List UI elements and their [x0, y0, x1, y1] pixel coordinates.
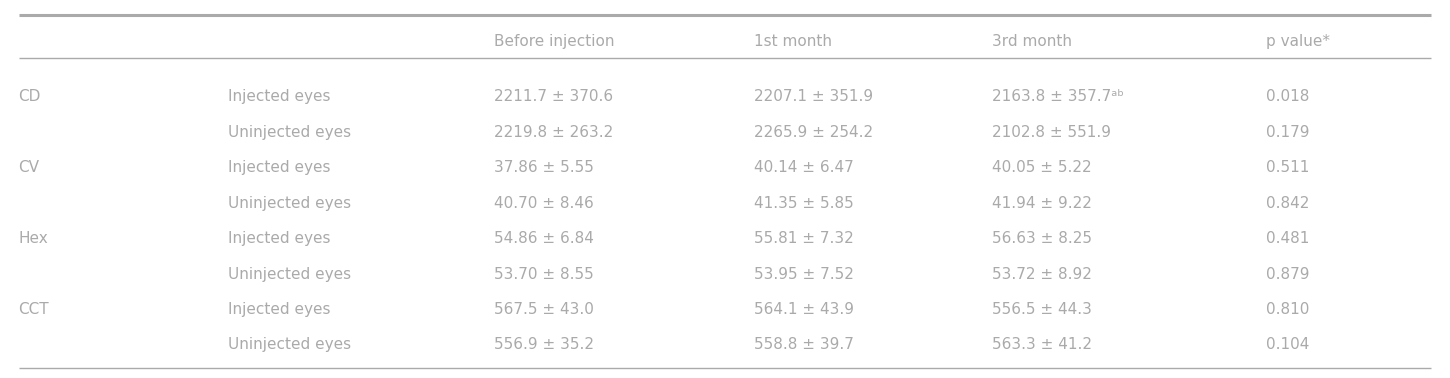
Text: 0.810: 0.810 [1266, 302, 1309, 317]
Text: 556.9 ± 35.2: 556.9 ± 35.2 [494, 338, 594, 353]
Text: 54.86 ± 6.84: 54.86 ± 6.84 [494, 231, 594, 246]
Text: Injected eyes: Injected eyes [228, 231, 331, 246]
Text: 53.95 ± 7.52: 53.95 ± 7.52 [754, 266, 854, 282]
Text: 53.70 ± 8.55: 53.70 ± 8.55 [494, 266, 594, 282]
Text: Injected eyes: Injected eyes [228, 89, 331, 104]
Text: 0.179: 0.179 [1266, 125, 1309, 139]
Text: 0.481: 0.481 [1266, 231, 1309, 246]
Text: 2102.8 ± 551.9: 2102.8 ± 551.9 [992, 125, 1111, 139]
Text: 53.72 ± 8.92: 53.72 ± 8.92 [992, 266, 1092, 282]
Text: CCT: CCT [19, 302, 49, 317]
Text: 0.511: 0.511 [1266, 160, 1309, 175]
Text: 2207.1 ± 351.9: 2207.1 ± 351.9 [754, 89, 873, 104]
Text: 1st month: 1st month [754, 34, 832, 48]
Text: 56.63 ± 8.25: 56.63 ± 8.25 [992, 231, 1092, 246]
Text: Before injection: Before injection [494, 34, 615, 48]
Text: Uninjected eyes: Uninjected eyes [228, 338, 351, 353]
Text: Injected eyes: Injected eyes [228, 160, 331, 175]
Text: 55.81 ± 7.32: 55.81 ± 7.32 [754, 231, 854, 246]
Text: 2163.8 ± 357.7ᵃᵇ: 2163.8 ± 357.7ᵃᵇ [992, 89, 1124, 104]
Text: 40.14 ± 6.47: 40.14 ± 6.47 [754, 160, 854, 175]
Text: 2211.7 ± 370.6: 2211.7 ± 370.6 [494, 89, 613, 104]
Text: CV: CV [19, 160, 39, 175]
Text: 563.3 ± 41.2: 563.3 ± 41.2 [992, 338, 1092, 353]
Text: 40.70 ± 8.46: 40.70 ± 8.46 [494, 195, 594, 211]
Text: Uninjected eyes: Uninjected eyes [228, 195, 351, 211]
Text: 41.94 ± 9.22: 41.94 ± 9.22 [992, 195, 1092, 211]
Text: 567.5 ± 43.0: 567.5 ± 43.0 [494, 302, 594, 317]
Text: Uninjected eyes: Uninjected eyes [228, 266, 351, 282]
Text: p value*: p value* [1266, 34, 1330, 48]
Text: 37.86 ± 5.55: 37.86 ± 5.55 [494, 160, 594, 175]
Text: Uninjected eyes: Uninjected eyes [228, 125, 351, 139]
Text: Injected eyes: Injected eyes [228, 302, 331, 317]
Text: 2265.9 ± 254.2: 2265.9 ± 254.2 [754, 125, 873, 139]
Text: 0.018: 0.018 [1266, 89, 1309, 104]
Text: 558.8 ± 39.7: 558.8 ± 39.7 [754, 338, 854, 353]
Text: 41.35 ± 5.85: 41.35 ± 5.85 [754, 195, 854, 211]
Text: 0.879: 0.879 [1266, 266, 1309, 282]
Text: Hex: Hex [19, 231, 48, 246]
Text: 0.104: 0.104 [1266, 338, 1309, 353]
Text: 2219.8 ± 263.2: 2219.8 ± 263.2 [494, 125, 613, 139]
Text: 40.05 ± 5.22: 40.05 ± 5.22 [992, 160, 1092, 175]
Text: CD: CD [19, 89, 41, 104]
Text: 3rd month: 3rd month [992, 34, 1072, 48]
Text: 556.5 ± 44.3: 556.5 ± 44.3 [992, 302, 1092, 317]
Text: 564.1 ± 43.9: 564.1 ± 43.9 [754, 302, 854, 317]
Text: 0.842: 0.842 [1266, 195, 1309, 211]
